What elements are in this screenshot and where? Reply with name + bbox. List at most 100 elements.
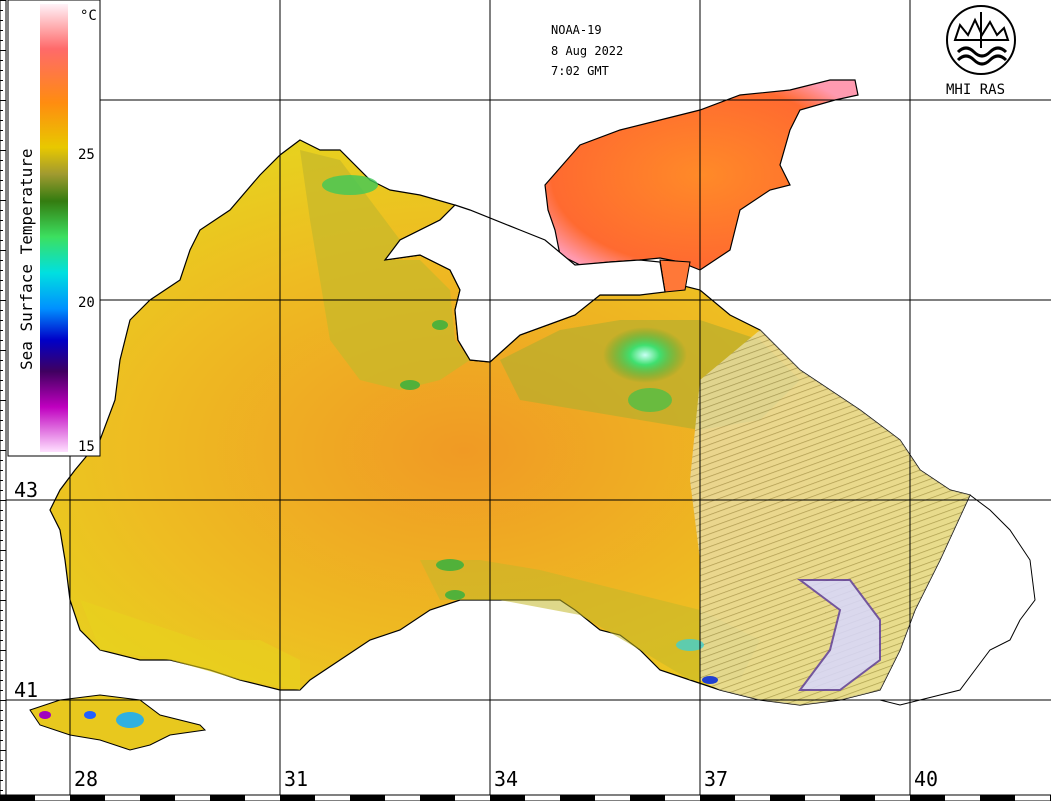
frame-tick [0, 470, 3, 471]
frame-tick [0, 60, 3, 61]
mhi-ras-emblem-icon [946, 5, 1016, 75]
colorbar: °C Sea Surface Temperature 25 20 15 [7, 0, 101, 457]
frame-tick [0, 380, 3, 381]
frame-tick [0, 400, 6, 401]
frame-tick [770, 795, 805, 801]
frame-tick [0, 150, 6, 151]
frame-tick [0, 580, 3, 581]
logo-text: MHI RAS [946, 82, 1005, 98]
frame-tick [0, 300, 6, 301]
frame-tick [560, 795, 595, 801]
frame-tick [0, 30, 3, 31]
frame-tick [980, 795, 1015, 801]
frame-tick [0, 170, 3, 171]
frame-tick [0, 320, 3, 321]
frame-tick [0, 140, 3, 141]
frame-tick [0, 490, 3, 491]
frame-tick [0, 350, 6, 351]
frame-tick [0, 670, 3, 671]
frame-tick [0, 230, 3, 231]
lon-label-34: 34 [494, 767, 518, 791]
frame-tick [0, 100, 6, 101]
frame-tick [420, 795, 455, 801]
colorbar-tick-15: 15 [78, 439, 95, 455]
frame-tick [0, 240, 3, 241]
frame-tick [140, 795, 175, 801]
pass-date: 8 Aug 2022 [551, 44, 623, 58]
frame-tick [0, 520, 3, 521]
frame-tick [0, 220, 3, 221]
frame-tick [0, 210, 3, 211]
frame-tick [0, 560, 3, 561]
frame-tick [0, 590, 3, 591]
frame-tick [0, 700, 6, 701]
frame-tick [0, 280, 3, 281]
frame-tick [0, 650, 6, 651]
lat-label-43: 43 [14, 478, 38, 502]
frame-tick [0, 330, 3, 331]
frame-tick [0, 270, 3, 271]
lat-label-41: 41 [14, 678, 38, 702]
frame-tick [0, 10, 3, 11]
frame-tick [0, 790, 3, 791]
frame-tick [0, 510, 3, 511]
frame-tick [0, 530, 3, 531]
frame-tick [0, 750, 6, 751]
frame-tick [0, 770, 3, 771]
frame-tick [0, 50, 6, 51]
frame-tick [0, 160, 3, 161]
lon-label-31: 31 [284, 767, 308, 791]
frame-tick [0, 430, 3, 431]
frame-tick [0, 110, 3, 111]
pass-time: 7:02 GMT [551, 64, 609, 78]
frame-tick [0, 500, 6, 501]
frame-tick [0, 480, 3, 481]
frame-tick [0, 630, 3, 631]
lon-label-40: 40 [914, 767, 938, 791]
frame-tick [0, 780, 3, 781]
frame-tick [70, 795, 105, 801]
frame-tick [0, 130, 3, 131]
frame-tick [0, 90, 3, 91]
frame-tick [0, 460, 3, 461]
frame-tick [0, 420, 3, 421]
frame-tick [0, 120, 3, 121]
colorbar-title: Sea Surface Temperature [17, 148, 36, 370]
frame-tick [0, 370, 3, 371]
frame-tick [0, 740, 3, 741]
frame-tick [0, 680, 3, 681]
frame-tick [0, 795, 35, 801]
frame-tick [210, 795, 245, 801]
frame-tick [0, 550, 6, 551]
frame-tick [0, 760, 3, 761]
frame-tick [0, 600, 6, 601]
frame-tick [0, 340, 3, 341]
frame-tick [0, 410, 3, 411]
frame-tick [0, 310, 3, 311]
frame-tick [0, 360, 3, 361]
frame-tick [0, 70, 3, 71]
frame-tick [0, 80, 3, 81]
frame-tick [0, 450, 6, 451]
frame-tick [0, 20, 3, 21]
frame-tick [0, 640, 3, 641]
frame-tick [0, 390, 3, 391]
frame-tick [0, 190, 3, 191]
frame-tick [0, 730, 3, 731]
colorbar-gradient [40, 4, 68, 452]
satellite-name: NOAA-19 [551, 23, 602, 37]
frame-tick [0, 570, 3, 571]
frame-tick [0, 540, 3, 541]
frame-tick [0, 0, 6, 1]
frame-tick [630, 795, 665, 801]
frame-tick [840, 795, 875, 801]
frame-tick [0, 620, 3, 621]
frame-tick [700, 795, 735, 801]
frame-tick [910, 795, 945, 801]
frame-tick [280, 795, 315, 801]
no-data-swath [690, 330, 970, 705]
frame-tick [0, 710, 3, 711]
frame-tick [350, 795, 385, 801]
colorbar-tick-25: 25 [78, 147, 95, 163]
